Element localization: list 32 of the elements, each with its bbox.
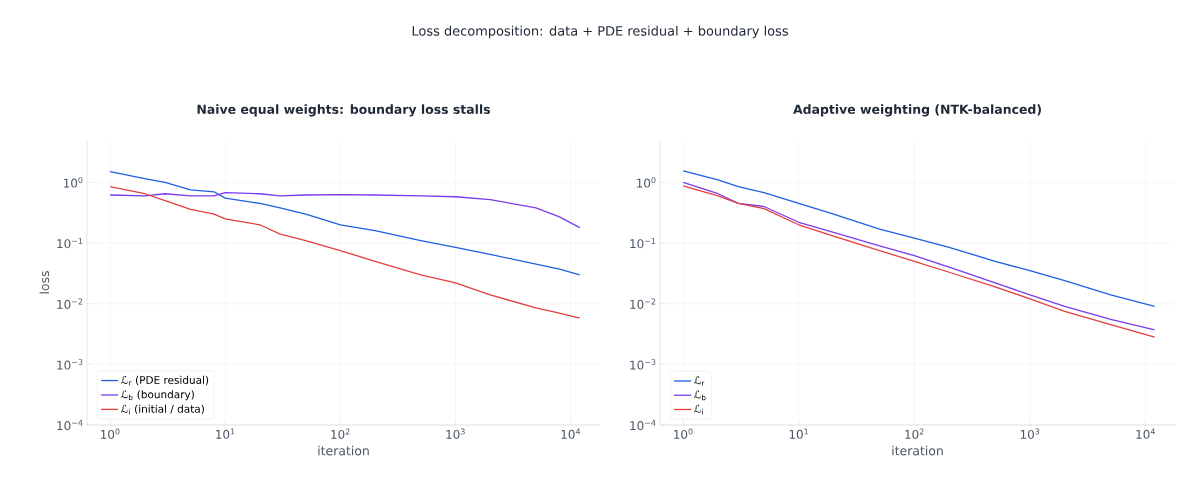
x-tick-label: 10$^{3}$ <box>1020 428 1040 439</box>
legend-label: ℒ$_{r}$ (PDE residual) <box>121 375 209 386</box>
legend-label: ℒ$_{b}$ <box>694 390 706 401</box>
x-axis-title: iteration <box>892 445 943 456</box>
x-tick-label: 10$^{2}$ <box>331 428 350 439</box>
legend-label: ℒ$_{b}$ (boundary) <box>121 390 194 401</box>
x-axis-title: iteration <box>318 445 369 456</box>
y-tick-label: 10$^{−1}$ <box>630 237 656 249</box>
x-tick-label: 10$^{3}$ <box>446 428 465 439</box>
y-tick-label: 10$^{−3}$ <box>57 359 83 370</box>
y-tick-label: 10$^{−2}$ <box>630 298 656 309</box>
x-tick-label: 10$^{2}$ <box>905 428 924 439</box>
y-tick-label: 10$^{−1}$ <box>57 237 83 249</box>
chart-title: Adaptive weighting (NTK-balanced) <box>793 104 1041 117</box>
text: Loss decomposition: data + PDE residual + boundary loss <box>412 25 788 39</box>
x-tick-label: 10$^{1}$ <box>789 428 808 439</box>
legend-label: ℒ$_{r}$ <box>694 376 705 386</box>
x-tick-label: 10$^{4}$ <box>1136 428 1155 439</box>
y-tick-label: 10$^{−3}$ <box>630 359 656 370</box>
legend-label: ℒ$_{i}$ <box>694 404 703 415</box>
legend-label: ℒ$_{i}$ (initial / data) <box>121 404 204 415</box>
x-tick-label: 10$^{0}$ <box>101 428 120 439</box>
y-tick-label: 10$^{−4}$ <box>57 419 83 431</box>
y-tick-label: 10$^{−2}$ <box>57 298 83 309</box>
chart-title: Naive equal weights: boundary loss stalls <box>197 104 491 117</box>
y-tick-label: 10$^{0}$ <box>637 177 656 188</box>
y-tick-label: 10$^{−4}$ <box>630 419 656 431</box>
y-tick-label: 10$^{0}$ <box>64 177 83 188</box>
x-tick-label: 10$^{4}$ <box>561 428 581 439</box>
y-axis-title: loss <box>39 271 50 294</box>
x-tick-label: 10$^{1}$ <box>216 428 235 439</box>
x-tick-label: 10$^{0}$ <box>674 428 693 439</box>
